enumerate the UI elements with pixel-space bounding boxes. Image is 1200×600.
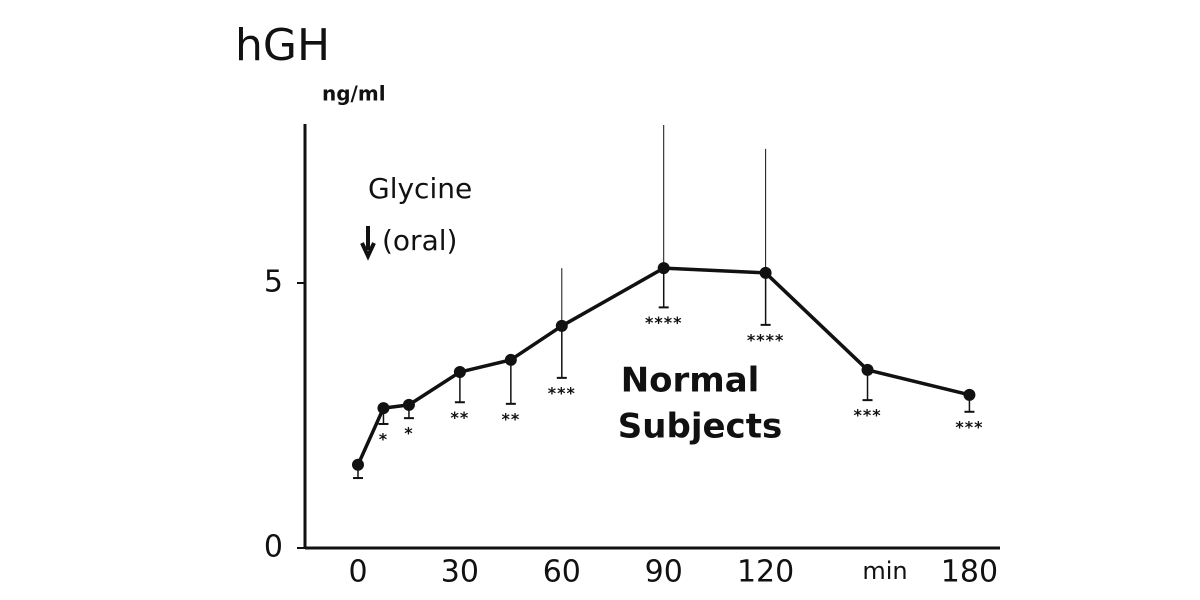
y-tick-label: 0 (264, 530, 283, 565)
arrow (360, 226, 376, 261)
significance-label: * (379, 429, 388, 448)
group-label: Subjects (618, 407, 782, 447)
x-tick-label: 180 (941, 555, 998, 590)
data-point (861, 363, 874, 376)
significance-label: * (404, 424, 413, 443)
chart-title: hGH (235, 20, 330, 71)
data-line (356, 266, 970, 466)
significance-label: ** (451, 408, 470, 427)
data-point (402, 398, 415, 411)
annotation: (oral) (382, 224, 457, 257)
significance-label: *** (548, 383, 576, 402)
significance-label: ** (501, 409, 520, 428)
data-point (351, 458, 364, 471)
x-tick-label: 90 (645, 555, 683, 590)
significance-label: *** (955, 417, 983, 436)
significance-label: **** (747, 330, 784, 349)
y-tick-label: 5 (264, 265, 283, 300)
x-tick-label: 0 (348, 555, 367, 590)
data-point (963, 388, 976, 401)
data-point (453, 366, 466, 379)
x-tick-label: 120 (737, 555, 794, 590)
y-unit: ng/ml (322, 82, 386, 106)
x-tick-label: 60 (543, 555, 581, 590)
data-point (504, 353, 517, 366)
data-point (759, 266, 772, 279)
annotation: Glycine (368, 172, 472, 205)
x-axis-label: min (862, 557, 907, 585)
x-tick-label: 30 (441, 555, 479, 590)
group-label: Normal (621, 361, 760, 401)
significance-label: *** (853, 406, 881, 425)
data-point (657, 262, 670, 275)
data-point (555, 319, 568, 332)
data-point (377, 402, 390, 415)
significance-label: **** (645, 313, 682, 332)
